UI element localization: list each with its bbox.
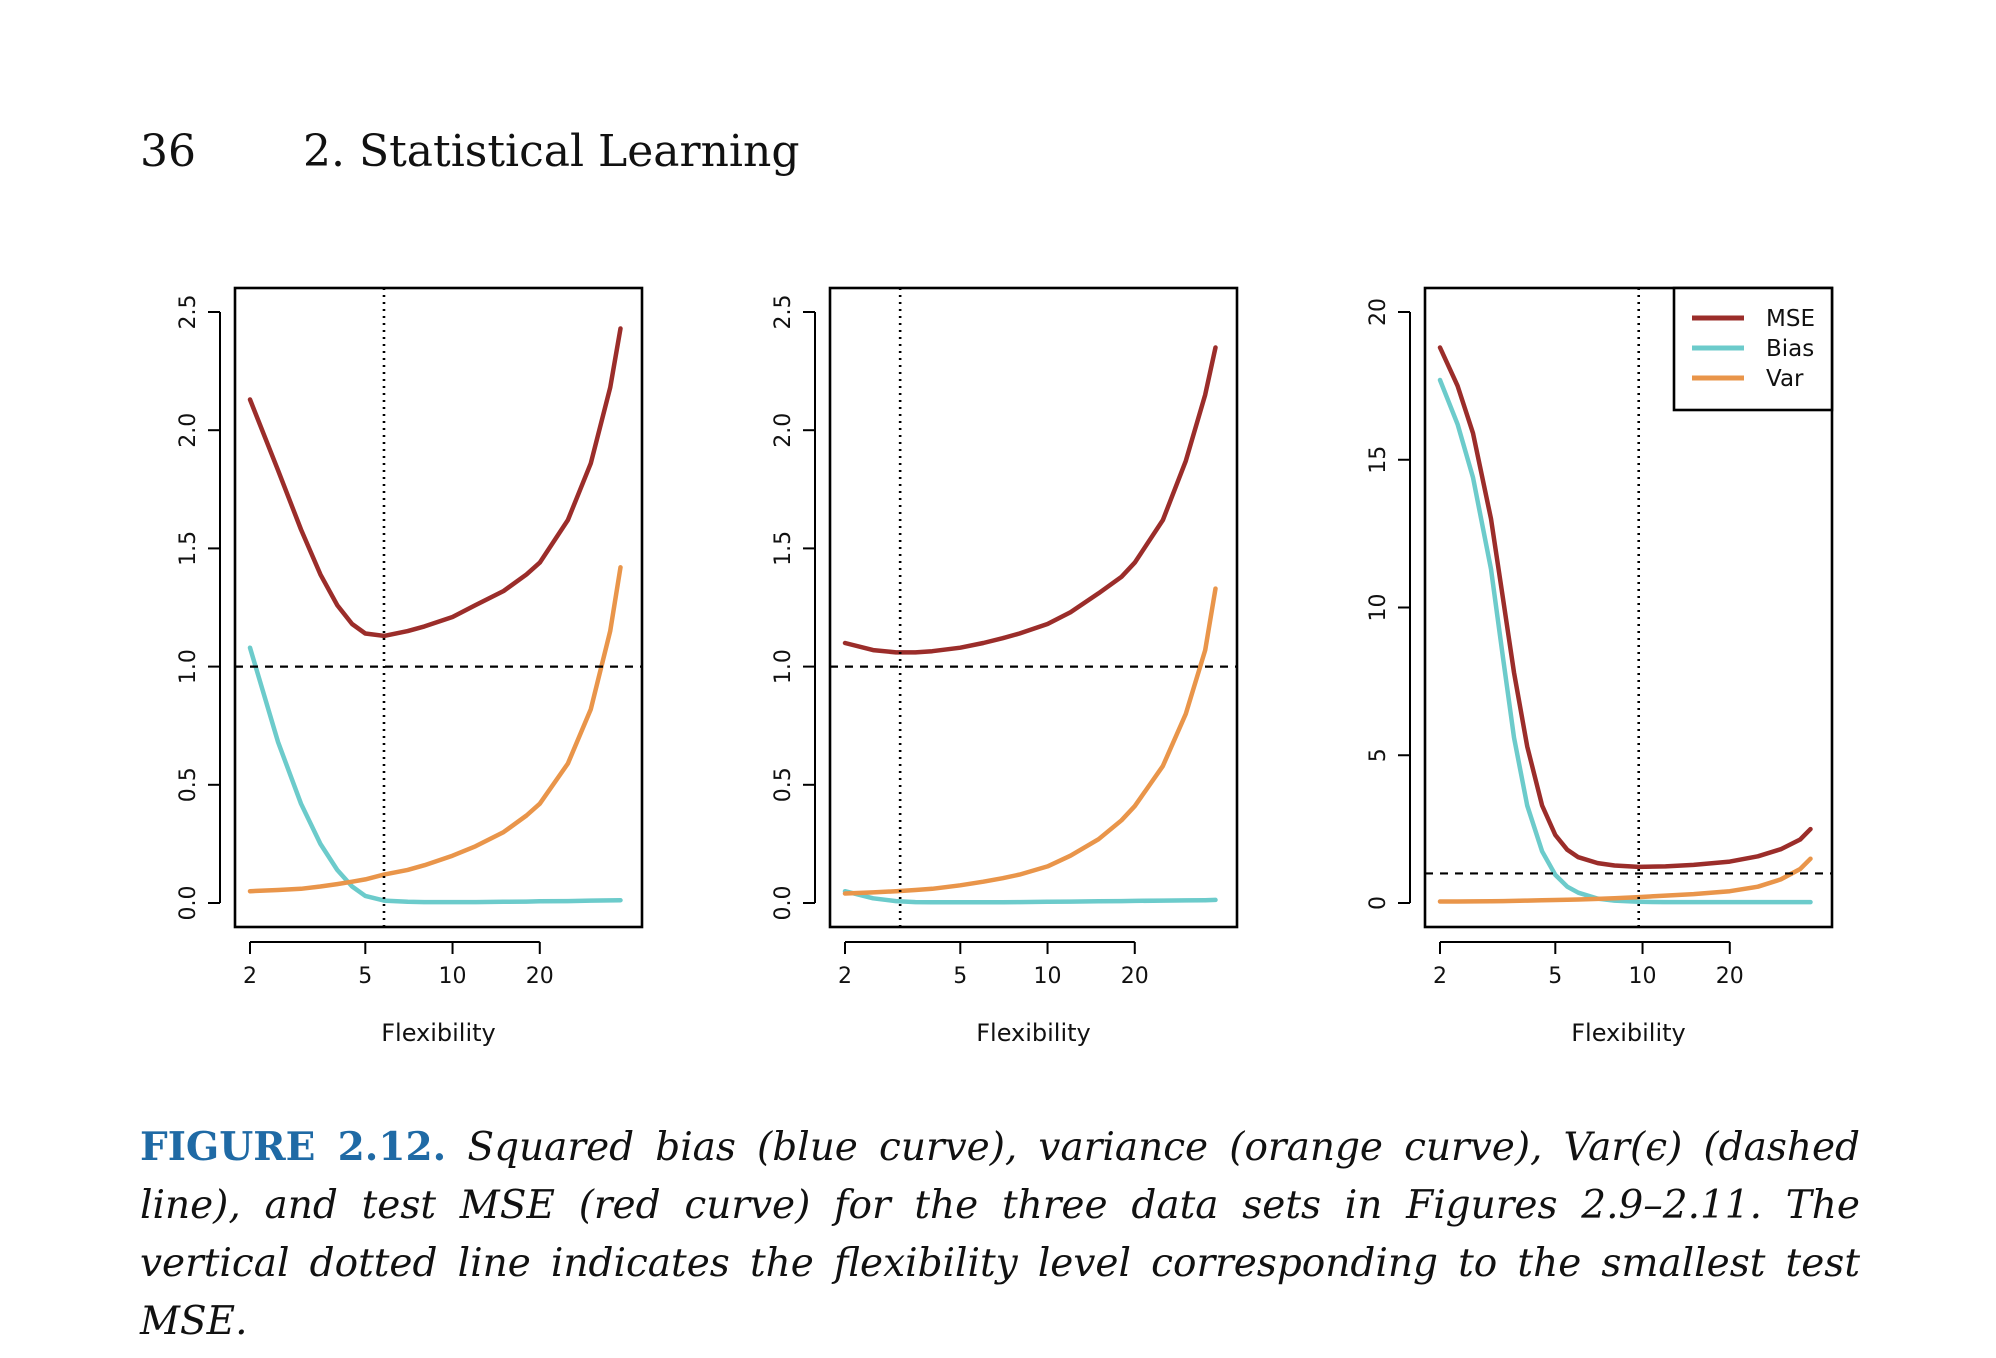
x-tick-label: 2 xyxy=(1433,964,1447,989)
y-tick-label: 20 xyxy=(1366,298,1391,326)
figure-caption: FIGURE 2.12. Squared bias (blue curve), … xyxy=(140,1118,1860,1351)
y-tick-label: 0.5 xyxy=(176,767,201,802)
page-number: 36 xyxy=(140,126,196,177)
bias-curve xyxy=(842,888,1218,905)
mse-curve xyxy=(842,345,1218,655)
y-axis: 0.0 0.5 1.0 1.5 2.0 2.5 xyxy=(771,295,816,921)
plot-area xyxy=(235,288,642,927)
legend-box xyxy=(1672,286,1834,412)
bias-curve xyxy=(1437,377,1813,905)
x-axis-title: Flexibility xyxy=(976,1019,1091,1047)
caption-text: Squared bias (blue curve), variance (ora… xyxy=(140,1125,1861,1344)
y-tick-label: 2.0 xyxy=(771,413,796,448)
x-axis: 2 5 10 20 xyxy=(838,941,1149,989)
x-tick-label: 10 xyxy=(439,964,467,989)
x-axis: 2 5 10 20 xyxy=(243,941,554,989)
y-axis: 0.0 0.5 1.0 1.5 2.0 2.5 xyxy=(176,295,221,921)
y-axis: 0 5 10 15 20 xyxy=(1366,298,1411,910)
x-tick-label: 2 xyxy=(243,964,257,989)
chart-panel-1: 0.0 0.5 1.0 1.5 2.0 2.5 2 5 10 20 Flexibility xyxy=(176,286,644,1047)
y-tick-label: 1.5 xyxy=(771,531,796,566)
plot-frame xyxy=(233,286,644,929)
caption-label: FIGURE 2.12. xyxy=(140,1124,447,1170)
var-curve xyxy=(842,586,1218,896)
page-header: 36 2. Statistical Learning xyxy=(140,126,799,177)
x-tick-label: 2 xyxy=(838,964,852,989)
mse-legend-label: MSE xyxy=(1766,306,1815,332)
x-axis-title: Flexibility xyxy=(1571,1019,1686,1047)
plot-area xyxy=(1425,288,1832,927)
chart-panel-2: 0.0 0.5 1.0 1.5 2.0 2.5 2 5 10 20 Flexibility xyxy=(771,286,1239,1047)
x-tick-label: 10 xyxy=(1629,964,1657,989)
y-tick-label: 5 xyxy=(1366,748,1391,762)
y-tick-label: 0.0 xyxy=(771,886,796,921)
bias-curve xyxy=(247,645,623,905)
x-tick-label: 5 xyxy=(1548,964,1562,989)
y-tick-label: 2.5 xyxy=(771,295,796,330)
mse-curve xyxy=(1437,345,1813,870)
x-tick-label: 10 xyxy=(1034,964,1062,989)
x-axis: 2 5 10 20 xyxy=(1433,941,1744,989)
y-tick-label: 2.0 xyxy=(176,413,201,448)
plot-frame xyxy=(828,286,1239,929)
x-tick-label: 20 xyxy=(526,964,554,989)
var-legend-label: Var xyxy=(1766,366,1804,392)
bias-legend-label: Bias xyxy=(1766,336,1814,362)
y-tick-label: 0 xyxy=(1366,896,1391,910)
plot-frame xyxy=(1423,286,1834,929)
y-tick-label: 1.5 xyxy=(176,531,201,566)
y-tick-label: 0.0 xyxy=(176,886,201,921)
legend: MSE Bias Var xyxy=(1672,286,1834,412)
x-tick-label: 5 xyxy=(358,964,372,989)
y-tick-label: 10 xyxy=(1366,594,1391,622)
y-tick-label: 0.5 xyxy=(771,767,796,802)
y-tick-label: 2.5 xyxy=(176,295,201,330)
x-axis-title: Flexibility xyxy=(381,1019,496,1047)
y-tick-label: 1.0 xyxy=(771,649,796,684)
y-tick-label: 1.0 xyxy=(176,649,201,684)
chapter-title: 2. Statistical Learning xyxy=(303,126,800,177)
x-tick-label: 20 xyxy=(1716,964,1744,989)
x-tick-label: 20 xyxy=(1121,964,1149,989)
var-curve xyxy=(1437,856,1813,904)
y-tick-label: 15 xyxy=(1366,446,1391,474)
mse-curve xyxy=(247,326,623,639)
x-tick-label: 5 xyxy=(953,964,967,989)
var-curve xyxy=(247,565,623,894)
plot-area xyxy=(830,288,1237,927)
